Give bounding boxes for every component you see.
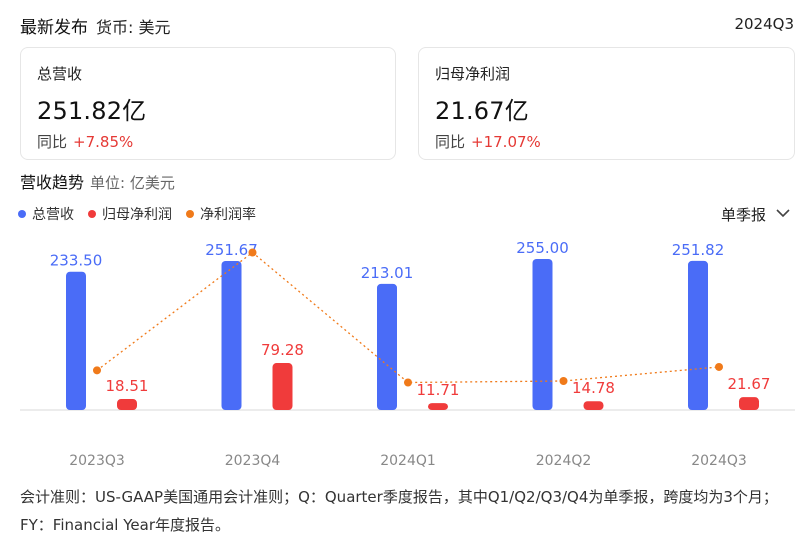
net-margin-point	[93, 366, 101, 375]
revenue-trend-chart: 233.50 18.51 2023Q3 251.67 79.28 2023Q4 213.01…	[20, 239, 795, 469]
trend-title: 营收趋势 单位: 亿美元	[20, 169, 175, 193]
trend-unit: 单位: 亿美元	[90, 174, 175, 192]
net-profit-bar	[583, 401, 604, 410]
net-profit-bar	[428, 403, 448, 410]
net-margin-point	[248, 248, 257, 257]
period-dropdown-value: 单季报	[720, 206, 766, 224]
revenue-bar	[377, 283, 397, 410]
card-value: 251.82亿	[37, 97, 147, 125]
legend-dot	[88, 210, 96, 218]
net-profit-value-label: 18.51	[106, 377, 149, 395]
yoy-label: 同比	[435, 133, 466, 151]
period-dropdown[interactable]: 单季报	[721, 204, 790, 225]
net-margin-point	[559, 377, 568, 385]
revenue-value-label: 251.82	[672, 241, 725, 259]
card-title: 归母净利润	[435, 65, 511, 83]
card-yoy: 同比 +17.07%	[435, 131, 778, 152]
revenue-bar	[66, 271, 86, 410]
x-tick-label: 2023Q4	[225, 453, 281, 469]
x-tick-label: 2024Q1	[380, 453, 436, 469]
net-profit-bar	[117, 399, 137, 410]
yoy-value: +7.85%	[73, 133, 134, 151]
legend-label: 归母净利润	[102, 207, 172, 223]
net-profit-bar	[739, 397, 759, 410]
revenue-value-label: 255.00	[516, 239, 569, 257]
revenue-value-label: 213.01	[361, 264, 414, 282]
legend-item-revenue[interactable]: 总营收	[18, 204, 74, 224]
net-profit-bar	[272, 363, 293, 410]
revenue-bar	[688, 260, 708, 410]
card-yoy: 同比 +7.85%	[37, 131, 379, 152]
section-title: 最新发布	[20, 18, 88, 38]
currency-label: 货币: 美元	[96, 18, 171, 37]
x-tick-label: 2024Q3	[691, 453, 747, 469]
card-value: 21.67亿	[435, 97, 529, 125]
yoy-value: +17.07%	[471, 133, 541, 151]
net-profit-value-label: 14.78	[572, 379, 615, 397]
revenue-bar	[532, 259, 553, 410]
revenue-value-label: 251.67	[205, 241, 258, 259]
revenue-card: 总营收 251.82亿 同比 +7.85%	[20, 47, 396, 160]
net-margin-point	[715, 362, 723, 371]
net-profit-value-label: 79.28	[261, 341, 304, 359]
legend-dot	[18, 210, 26, 218]
trend-heading: 营收趋势	[20, 173, 85, 192]
card-title: 总营收	[37, 65, 83, 83]
section-header: 最新发布 货币: 美元	[20, 13, 170, 38]
legend-label: 净利润率	[200, 207, 256, 223]
x-tick-label: 2023Q3	[69, 453, 125, 469]
net-profit-card: 归母净利润 21.67亿 同比 +17.07%	[418, 47, 795, 160]
legend-dot	[186, 210, 194, 218]
yoy-label: 同比	[37, 133, 68, 151]
revenue-value-label: 233.50	[50, 252, 103, 270]
net-margin-point	[404, 378, 412, 387]
net-margin-line	[96, 251, 720, 384]
net-profit-value-label: 21.67	[728, 375, 771, 393]
legend-item-net-profit[interactable]: 归母净利润	[88, 204, 172, 224]
x-tick-label: 2024Q2	[536, 453, 592, 469]
legend-item-net-margin[interactable]: 净利润率	[186, 204, 256, 224]
accounting-footnote: 会计准则：US-GAAP美国通用会计准则；Q：Quarter季度报告，其中Q1/…	[20, 488, 778, 534]
legend-label: 总营收	[32, 207, 74, 223]
report-period: 2024Q3	[734, 15, 794, 33]
revenue-bar	[221, 260, 242, 410]
chart-legend: 总营收 归母净利润 净利润率	[18, 204, 256, 224]
net-profit-value-label: 11.71	[417, 381, 460, 399]
chevron-down-icon	[776, 207, 790, 222]
